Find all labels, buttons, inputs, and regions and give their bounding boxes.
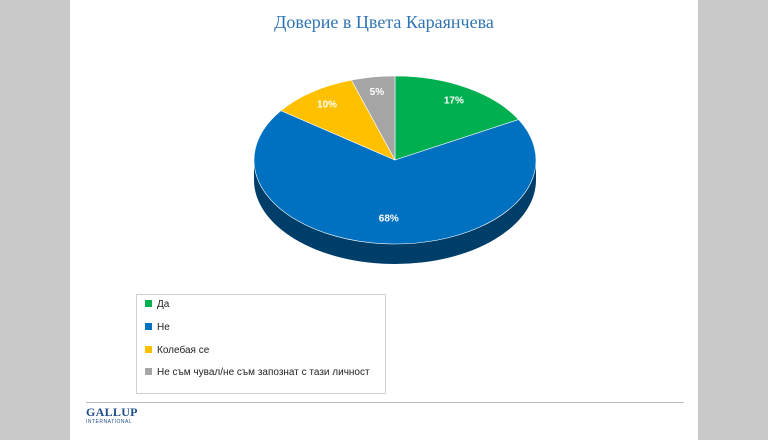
- pie-value-label-1: 17%: [444, 96, 464, 107]
- pie-slice-4: [350, 75, 396, 161]
- logo-main-text: GALLUP: [86, 405, 138, 419]
- gallup-logo: GALLUP INTERNATIONAL: [86, 405, 140, 426]
- legend-label-da: Да: [157, 299, 170, 310]
- legend-item-ne-sam-chuval: Не съм чувал/не съм запознат с тази личн…: [145, 367, 375, 379]
- pie-slice-2: [253, 110, 537, 245]
- legend-swatch-ne-sam-chuval: [145, 368, 152, 375]
- legend-swatch-ne: [145, 323, 152, 330]
- footer-divider: [86, 402, 684, 403]
- pie-3d-side: [254, 160, 536, 264]
- slide: Доверие в Цвета Караянчева 17% 68% 10% 5% Д…: [70, 0, 698, 440]
- pie-slice-1: [394, 75, 520, 161]
- pie-value-label-3: 10%: [317, 99, 337, 110]
- pie-value-label-2: 68%: [379, 214, 399, 225]
- pie-top: [253, 75, 537, 245]
- chart-title: Доверие в Цвета Караянчева: [274, 12, 494, 32]
- legend-label-kolebaya: Колебая се: [157, 345, 210, 356]
- legend-label-ne: Не: [157, 322, 170, 333]
- legend-swatch-da: [145, 300, 152, 307]
- legend-label-ne-sam-chuval: Не съм чувал/не съм запознат с тази личн…: [157, 367, 370, 378]
- legend-item-kolebaya: Колебая се: [145, 345, 375, 357]
- pie-labels: 17% 68% 10% 5%: [317, 87, 464, 225]
- logo-sub-text: INTERNATIONAL: [86, 419, 133, 425]
- pie-chart: 17% 68% 10% 5%: [253, 75, 537, 264]
- legend-item-ne: Не: [145, 322, 375, 334]
- pie-value-label-4: 5%: [370, 87, 385, 98]
- legend-swatch-kolebaya: [145, 346, 152, 353]
- pie-slice-3: [280, 79, 396, 161]
- pie-side-2: [254, 160, 536, 264]
- legend: Да Не Колебая се Не съм чувал/не съм зап…: [136, 294, 386, 394]
- legend-item-da: Да: [145, 299, 375, 311]
